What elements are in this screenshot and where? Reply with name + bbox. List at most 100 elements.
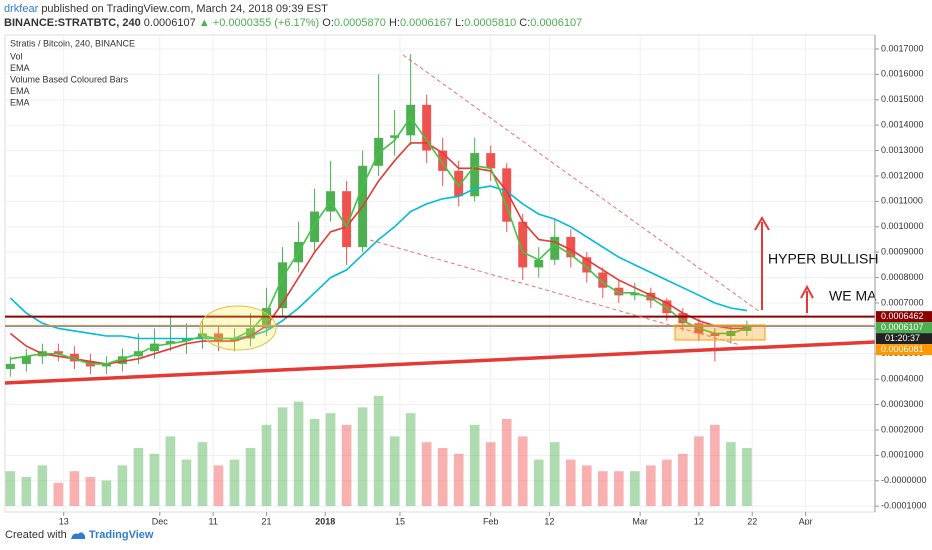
- volume-bar: [101, 480, 112, 506]
- candle-body: [406, 104, 416, 136]
- y-tick-label: 0.0014000: [881, 120, 924, 130]
- plot-frame: [4, 34, 876, 513]
- candle-body: [117, 356, 127, 364]
- y-tick-label: 0.0001000: [881, 450, 924, 460]
- header-line-1: drkfear published on TradingView.com, Ma…: [4, 2, 582, 16]
- price-label-bg: [876, 344, 932, 356]
- y-tick-label: -0.0001000: [881, 501, 927, 511]
- volume-bar: [453, 453, 464, 506]
- candle-body: [374, 137, 384, 166]
- annotation: WE MA: [829, 288, 877, 304]
- trendline: [4, 340, 876, 385]
- candle-body: [69, 353, 79, 362]
- volume-bar: [309, 419, 320, 506]
- volume-bar: [389, 436, 400, 506]
- h: 0.0006167: [399, 17, 452, 29]
- candle-body: [310, 211, 320, 243]
- candle-body: [438, 150, 448, 171]
- x-tick-label: 15: [395, 516, 405, 525]
- y-tick-label: 0.0007000: [881, 297, 924, 307]
- header: drkfear published on TradingView.com, Ma…: [4, 2, 582, 30]
- volume-bar: [581, 465, 592, 506]
- volume-bar: [165, 436, 176, 506]
- l: 0.0005810: [464, 17, 517, 29]
- candle-body: [486, 153, 496, 169]
- logo: [70, 532, 85, 540]
- ema-line: [9, 185, 748, 340]
- candle-body: [246, 328, 256, 339]
- y-tick-label: -0.0000000: [881, 475, 927, 485]
- candle-body: [390, 135, 400, 138]
- o-label: O:: [322, 17, 334, 29]
- candle-body: [5, 363, 15, 370]
- countdown-bg: [876, 333, 932, 345]
- volume-bar: [117, 465, 128, 506]
- legend-entry: EMA: [10, 63, 30, 73]
- author[interactable]: drkfear: [4, 3, 39, 15]
- ema-lines: [9, 116, 748, 365]
- volume-bar: [21, 477, 32, 506]
- y-tick-label: 0.0003000: [881, 399, 924, 409]
- candle-body: [454, 170, 464, 197]
- y-tick-label: 0.0013000: [881, 145, 924, 155]
- candle-body: [630, 292, 640, 296]
- y-tick-label: 0.0016000: [881, 69, 924, 79]
- x-tick-label: 22: [747, 516, 757, 525]
- x-tick-label: Feb: [483, 516, 499, 525]
- candle-body: [214, 333, 223, 342]
- y-tick-label: 0.0004000: [881, 374, 924, 384]
- y-tick-label: 0.0009000: [881, 247, 924, 257]
- published: published on TradingView.com, March 24, …: [41, 3, 328, 15]
- arrow-head: [800, 284, 814, 299]
- annotation: HYPER BULLISH: [768, 251, 878, 267]
- c-label: C:: [519, 17, 531, 29]
- price-label-bg: [876, 311, 932, 323]
- y-tick-label: 0.0010000: [881, 221, 924, 231]
- candle-body: [550, 236, 560, 260]
- volume-bar: [614, 471, 624, 506]
- highlight-ellipse: [199, 305, 277, 351]
- volume-bar: [373, 395, 384, 506]
- volume-bar: [405, 413, 416, 506]
- x-tick-label: 13: [59, 516, 69, 525]
- created: Created with: [5, 529, 67, 541]
- volume-bar: [325, 413, 336, 506]
- volume-bar: [646, 465, 656, 506]
- candle-body: [230, 338, 239, 342]
- x-tick-label: 21: [262, 516, 272, 525]
- candle-body: [534, 259, 544, 268]
- volume-bar: [261, 424, 272, 506]
- candle-body: [101, 363, 111, 367]
- candle-body: [646, 292, 656, 301]
- x-tick-label: Mar: [632, 516, 648, 525]
- price-label-bg: [876, 322, 932, 334]
- chart-title: Stratis / Bitcoin, 240, BINANCE: [10, 38, 135, 48]
- dashed-trendline: [369, 239, 741, 346]
- candle-body: [342, 191, 352, 248]
- volume-bar: [37, 465, 48, 506]
- legend-entry: Volume Based Coloured Bars: [10, 74, 129, 84]
- volume-pane: [5, 395, 752, 506]
- volume-bar: [341, 424, 352, 506]
- y-tick-label: 0.0002000: [881, 424, 924, 434]
- x-tick-label: 2018: [315, 516, 335, 525]
- volume-bar: [533, 459, 544, 506]
- volume-bar: [678, 453, 688, 506]
- last: 0.0006107: [143, 17, 196, 29]
- candle-body: [470, 153, 480, 197]
- volume-bar: [181, 459, 192, 506]
- ema-line: [9, 142, 747, 365]
- volume-bar: [710, 424, 720, 506]
- x-tick-label: 11: [208, 516, 217, 525]
- y-tick-label: 0.0008000: [881, 272, 924, 282]
- legend-entry: EMA: [10, 86, 30, 96]
- volume-bar: [437, 448, 448, 506]
- candle-body: [21, 356, 31, 364]
- volume-bar: [517, 436, 528, 506]
- brand[interactable]: TradingView: [88, 529, 154, 541]
- price-label: 0.0006081: [881, 344, 924, 354]
- volume-bar: [213, 465, 224, 506]
- legend-entry: EMA: [10, 97, 30, 107]
- volume-bar: [421, 442, 432, 506]
- volume-bar: [229, 459, 240, 506]
